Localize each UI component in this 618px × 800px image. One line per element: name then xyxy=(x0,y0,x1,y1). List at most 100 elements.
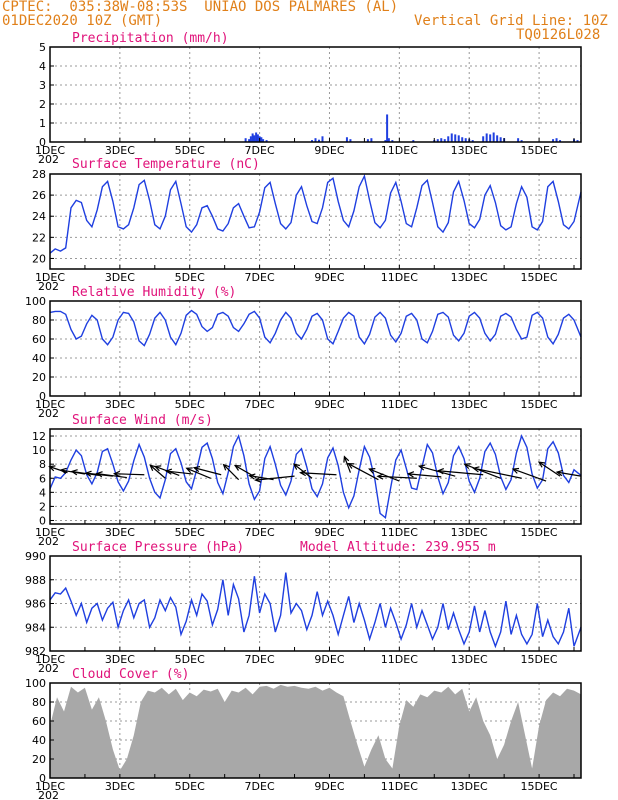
wind-arrow-head xyxy=(112,470,121,478)
precip-bar xyxy=(489,134,492,142)
precip-bar xyxy=(253,135,256,142)
wind-arrow xyxy=(369,468,400,482)
precip-bar xyxy=(262,139,265,142)
precip-bar xyxy=(384,140,387,142)
precip-bar xyxy=(457,135,460,142)
precip-bar xyxy=(391,140,394,142)
precip-bar xyxy=(349,139,352,142)
wind-arrow xyxy=(166,470,194,475)
plot-frame xyxy=(49,682,582,779)
wind-arrow-head xyxy=(95,471,103,478)
x-tick-label: 1DEC xyxy=(35,398,65,411)
panel-2: 0 20 40 60 80 100 1DEC 3DEC 5DEC 7DEC 9DEC 11DEC 13D… xyxy=(25,285,582,420)
wind-arrow xyxy=(538,461,561,477)
x-tick-label: 7DEC xyxy=(245,144,275,157)
x-tick-label: 15DEC xyxy=(521,144,558,157)
precip-bar xyxy=(386,114,389,142)
x-tick-label: 1DEC xyxy=(35,271,65,284)
wind-arrow xyxy=(114,473,145,476)
precip-bar xyxy=(317,139,320,142)
y-tick-label: 986 xyxy=(25,598,46,611)
x-tick-label: 7DEC xyxy=(245,271,275,284)
y-tick-label: 100 xyxy=(25,295,46,308)
panel-title: Cloud Cover (%) xyxy=(72,667,189,682)
precip-bar xyxy=(387,138,390,142)
y-tick-label: 20 xyxy=(32,753,46,766)
y-tick-label: 0 xyxy=(39,514,46,527)
x-tick-label: 11DEC xyxy=(381,780,418,793)
wind-arrow-head xyxy=(511,467,520,474)
x-tick-label: 5DEC xyxy=(175,398,205,411)
x-tick-label: 5DEC xyxy=(175,653,205,666)
precip-bar xyxy=(576,140,579,142)
header-grid-note: Vertical Grid Line: 10Z xyxy=(414,13,608,29)
x-tick-label: 5DEC xyxy=(175,271,205,284)
x-tick-label: 13DEC xyxy=(451,526,488,539)
wind-arrow xyxy=(512,468,547,482)
x-tick-label: 11DEC xyxy=(381,144,418,157)
x-year-label: 202 xyxy=(38,789,59,800)
x-tick-label: 5DEC xyxy=(175,780,205,793)
precip-bar xyxy=(265,140,268,142)
x-tick-label: 9DEC xyxy=(314,653,344,666)
x-tick-label: 13DEC xyxy=(451,144,488,157)
wind-arrow-head xyxy=(233,464,242,471)
wind-arrow-head xyxy=(406,471,415,478)
y-tick-label: 60 xyxy=(32,333,46,346)
panel-0: 0 1 2 3 4 5 1DEC 3DEC 5DEC 7DEC 9DEC 11DEC 13DEC 15DE… xyxy=(35,31,582,166)
precip-bar xyxy=(461,137,464,142)
y-tick-label: 80 xyxy=(32,696,46,709)
y-tick-label: 988 xyxy=(25,574,46,587)
header-model-code: TQ0126L028 xyxy=(516,27,601,43)
x-tick-label: 3DEC xyxy=(105,398,135,411)
wind-arrow-head xyxy=(368,468,376,474)
y-tick-label: 60 xyxy=(32,715,46,728)
x-tick-label: 7DEC xyxy=(245,780,275,793)
x-tick-label: 13DEC xyxy=(451,398,488,411)
panel-annotation: Model Altitude: 239.955 m xyxy=(300,540,496,555)
precip-bar xyxy=(440,138,443,142)
x-tick-label: 9DEC xyxy=(314,780,344,793)
wind-arrow-head xyxy=(376,473,384,480)
x-tick-label: 9DEC xyxy=(314,398,344,411)
precip-bar xyxy=(255,132,258,142)
x-tick-label: 3DEC xyxy=(105,271,135,284)
x-year-label: 202 xyxy=(38,407,59,420)
y-tick-label: 0 xyxy=(39,136,46,149)
x-tick-label: 15DEC xyxy=(521,526,558,539)
precip-bar xyxy=(482,136,485,142)
precip-bar xyxy=(450,133,453,142)
wind-arrow xyxy=(464,463,501,479)
y-tick-label: 4 xyxy=(39,60,46,73)
precip-bar xyxy=(314,138,317,142)
x-tick-label: 13DEC xyxy=(451,271,488,284)
plot-frame xyxy=(49,300,582,397)
panel-4: 982 984 986 988 990 1DEC 3DEC 5DEC 7DEC 9DEC 11DEC… xyxy=(25,540,582,675)
y-tick-label: 10 xyxy=(32,444,46,457)
header-run-time: 01DEC2020 10Z (GMT) xyxy=(2,13,163,29)
y-tick-label: 28 xyxy=(32,168,46,181)
x-tick-label: 1DEC xyxy=(35,526,65,539)
y-tick-label: 12 xyxy=(32,430,46,443)
panel-5: 0 20 40 60 80 100 1DEC 3DEC 5DEC 7DEC 9DEC 11DEC 13D… xyxy=(25,667,582,800)
plot-frame xyxy=(49,173,582,270)
header-station-line: CPTEC: 035:38W-08:53S UNIAO DOS PALMARES… xyxy=(2,0,399,15)
y-tick-label: 0 xyxy=(39,390,46,403)
x-tick-label: 3DEC xyxy=(105,780,135,793)
wind-arrow-head xyxy=(463,463,471,470)
panel-title: Surface Wind (m/s) xyxy=(72,413,213,428)
wind-arrow-head xyxy=(222,463,230,471)
x-tick-label: 15DEC xyxy=(521,271,558,284)
x-tick-label: 9DEC xyxy=(314,271,344,284)
precip-bar xyxy=(520,140,523,142)
wind-arrow-head xyxy=(417,464,426,471)
x-year-label: 202 xyxy=(38,280,59,293)
x-tick-label: 1DEC xyxy=(35,144,65,157)
y-tick-label: 2 xyxy=(39,98,46,111)
precip-bar xyxy=(443,139,446,142)
y-tick-label: 26 xyxy=(32,189,46,202)
precip-bar xyxy=(251,133,254,142)
wind-arrow xyxy=(223,464,240,481)
